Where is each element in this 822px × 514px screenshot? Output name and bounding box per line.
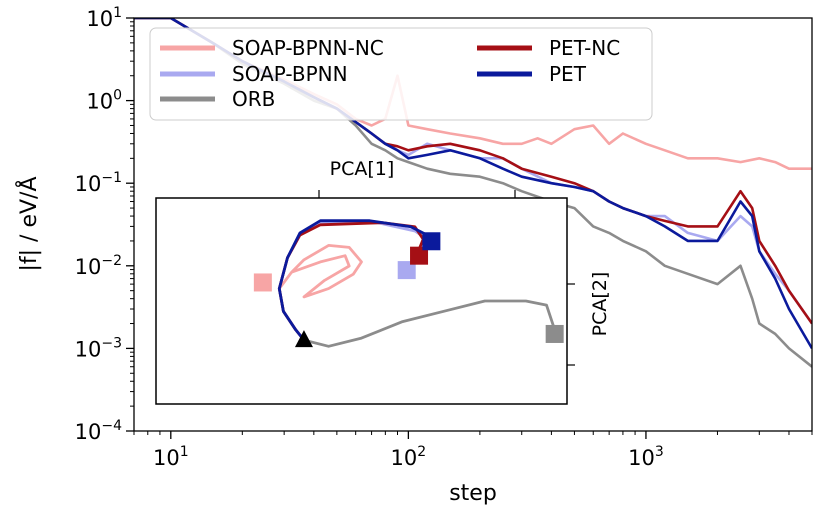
legend-label-soap-bpnn-nc: SOAP-BPNN-NC: [232, 36, 384, 60]
inset-end-marker-soap-bpnn-nc: [253, 273, 272, 292]
inset-path-pet: [277, 219, 428, 341]
inset-x-label: PCA[1]: [330, 158, 395, 180]
legend-label-orb: ORB: [232, 87, 275, 111]
legend-box: [149, 27, 653, 121]
legend: SOAP-BPNN-NC SOAP-BPNN ORB PET-NC PET: [149, 27, 653, 121]
inset-plot: PCA[1] PCA[2]: [155, 158, 611, 405]
inset-start-marker: [294, 330, 313, 348]
inset-end-marker-pet: [422, 232, 441, 251]
inset-ticks: [318, 190, 575, 366]
y-axis-label: |f| / eV/Å: [15, 176, 42, 271]
inset-paths: [253, 219, 564, 348]
inset-end-marker-orb: [545, 324, 564, 343]
legend-label-pet-nc: PET-NC: [549, 36, 620, 60]
legend-label-pet: PET: [549, 62, 587, 86]
x-axis-label: step: [449, 481, 497, 506]
inset-end-marker-soap-bpnn: [397, 261, 416, 280]
inset-y-label: PCA[2]: [589, 272, 611, 337]
inset-path-orb: [303, 299, 557, 348]
y-tick-label: 10−3: [75, 335, 122, 361]
x-tick-label: 102: [391, 444, 427, 470]
inset-end-marker-pet-nc: [410, 246, 429, 265]
y-tick-label: 10−4: [75, 418, 122, 444]
legend-label-soap-bpnn: SOAP-BPNN: [232, 62, 348, 86]
plot-frame: [133, 17, 813, 432]
